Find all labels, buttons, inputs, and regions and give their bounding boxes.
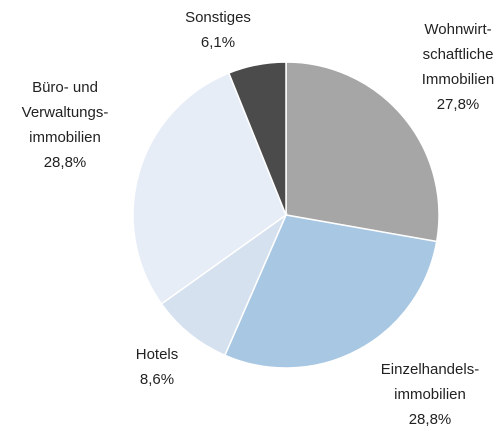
slice-label: Sonstiges bbox=[185, 9, 251, 26]
slice-label: Verwaltungs- bbox=[22, 104, 109, 121]
value-label: 8,6% bbox=[140, 371, 174, 388]
value-label: 6,1% bbox=[201, 34, 235, 51]
slice-label: Einzelhandels- bbox=[381, 361, 479, 378]
slice-label: Hotels bbox=[136, 346, 179, 363]
pie-slice bbox=[223, 214, 438, 369]
slice-label: schaftliche bbox=[423, 46, 494, 63]
slice-label: immobilien bbox=[29, 129, 101, 146]
pie-slice bbox=[132, 72, 287, 305]
slice-label: Büro- und bbox=[32, 79, 98, 96]
slice-label: Wohnwirt- bbox=[424, 21, 491, 38]
value-label: 28,8% bbox=[409, 411, 452, 428]
slice-label: immobilien bbox=[394, 386, 466, 403]
pie-slice bbox=[160, 212, 288, 357]
pie-slice bbox=[285, 61, 440, 243]
pie-slice bbox=[227, 61, 287, 216]
value-label: 27,8% bbox=[437, 96, 480, 113]
value-label: 28,8% bbox=[44, 154, 87, 171]
slice-label: Immobilien bbox=[422, 71, 495, 88]
